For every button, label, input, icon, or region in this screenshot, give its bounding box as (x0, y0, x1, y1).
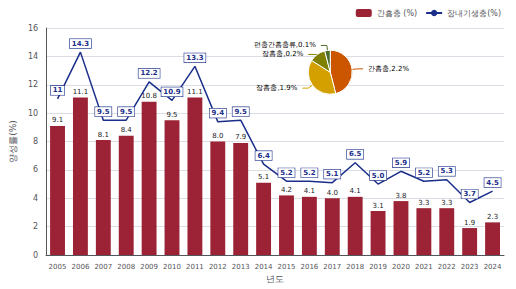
svg-text:2015: 2015 (278, 263, 296, 271)
svg-text:14.3: 14.3 (72, 40, 89, 48)
svg-text:2.3: 2.3 (487, 213, 498, 221)
svg-text:4: 4 (33, 194, 38, 203)
svg-text:4.2: 4.2 (281, 186, 292, 194)
svg-text:2008: 2008 (117, 263, 135, 271)
svg-text:2006: 2006 (72, 263, 90, 271)
svg-text:4.1: 4.1 (350, 187, 361, 195)
svg-text:간흡충 (%): 간흡충 (%) (377, 9, 417, 18)
svg-text:5.1: 5.1 (258, 173, 269, 181)
svg-text:간흡충,2.2%: 간흡충,2.2% (368, 65, 409, 73)
svg-text:4.1: 4.1 (304, 187, 315, 195)
svg-text:5.2: 5.2 (280, 169, 293, 177)
svg-text:2022: 2022 (438, 263, 456, 271)
svg-text:2017: 2017 (323, 263, 341, 271)
svg-text:9.5: 9.5 (120, 108, 133, 116)
svg-text:12.2: 12.2 (140, 69, 157, 77)
svg-text:2020: 2020 (392, 263, 410, 271)
svg-text:4.5: 4.5 (486, 179, 499, 187)
svg-text:장흡충,0.2%: 장흡충,0.2% (262, 50, 303, 58)
svg-text:2019: 2019 (369, 263, 387, 271)
svg-text:장흡충,1.9%: 장흡충,1.9% (256, 84, 297, 92)
svg-text:11: 11 (53, 86, 63, 94)
svg-text:13.3: 13.3 (186, 54, 203, 62)
svg-text:10: 10 (28, 109, 38, 118)
svg-text:5.0: 5.0 (372, 172, 385, 180)
svg-text:3.3: 3.3 (441, 199, 452, 207)
svg-text:9.5: 9.5 (166, 111, 177, 119)
svg-text:9.5: 9.5 (97, 108, 110, 116)
svg-text:2013: 2013 (232, 263, 250, 271)
svg-text:2024: 2024 (484, 263, 502, 271)
svg-text:2021: 2021 (415, 263, 433, 271)
svg-text:2005: 2005 (49, 263, 67, 271)
svg-text:5.9: 5.9 (395, 159, 408, 167)
svg-text:10.9: 10.9 (163, 88, 180, 96)
svg-text:장내기생충(%): 장내기생충(%) (447, 9, 501, 18)
svg-text:3.7: 3.7 (463, 190, 476, 198)
svg-text:8.0: 8.0 (212, 132, 223, 140)
svg-text:5.3: 5.3 (441, 167, 454, 175)
svg-text:9.1: 9.1 (52, 116, 63, 124)
svg-text:양성률(%): 양성률(%) (8, 120, 18, 163)
svg-text:5.1: 5.1 (326, 170, 339, 178)
svg-text:년도: 년도 (266, 274, 284, 284)
svg-text:6.5: 6.5 (349, 150, 362, 158)
svg-text:2010: 2010 (163, 263, 181, 271)
svg-text:10.8: 10.8 (141, 92, 157, 100)
svg-text:3.3: 3.3 (418, 199, 429, 207)
svg-text:11.1: 11.1 (73, 88, 89, 96)
svg-text:8.4: 8.4 (121, 126, 133, 134)
svg-text:0: 0 (33, 251, 38, 260)
svg-text:2023: 2023 (461, 263, 479, 271)
svg-text:8: 8 (33, 137, 38, 146)
svg-text:2014: 2014 (255, 263, 273, 271)
svg-text:5.2: 5.2 (303, 169, 316, 177)
svg-text:11.1: 11.1 (187, 88, 203, 96)
svg-text:5.2: 5.2 (418, 169, 431, 177)
svg-text:6: 6 (33, 165, 38, 174)
svg-text:2011: 2011 (186, 263, 204, 271)
svg-text:9.4: 9.4 (212, 109, 225, 117)
svg-text:9.5: 9.5 (234, 108, 247, 116)
svg-text:2: 2 (33, 222, 38, 231)
svg-text:편충간흡충류,0.1%: 편충간흡충류,0.1% (254, 41, 316, 49)
svg-text:1.9: 1.9 (464, 219, 475, 227)
svg-text:4.0: 4.0 (327, 189, 338, 197)
svg-text:14: 14 (28, 52, 38, 61)
svg-text:2007: 2007 (94, 263, 112, 271)
svg-text:7.9: 7.9 (235, 133, 246, 141)
svg-text:2016: 2016 (300, 263, 318, 271)
svg-text:8.1: 8.1 (98, 131, 109, 139)
svg-text:2018: 2018 (346, 263, 364, 271)
svg-text:2012: 2012 (209, 263, 227, 271)
svg-text:3.1: 3.1 (373, 202, 384, 210)
svg-text:3.8: 3.8 (395, 192, 406, 200)
svg-text:12: 12 (28, 80, 38, 89)
svg-text:2009: 2009 (140, 263, 158, 271)
svg-text:6.4: 6.4 (257, 152, 270, 160)
svg-text:16: 16 (28, 24, 38, 33)
